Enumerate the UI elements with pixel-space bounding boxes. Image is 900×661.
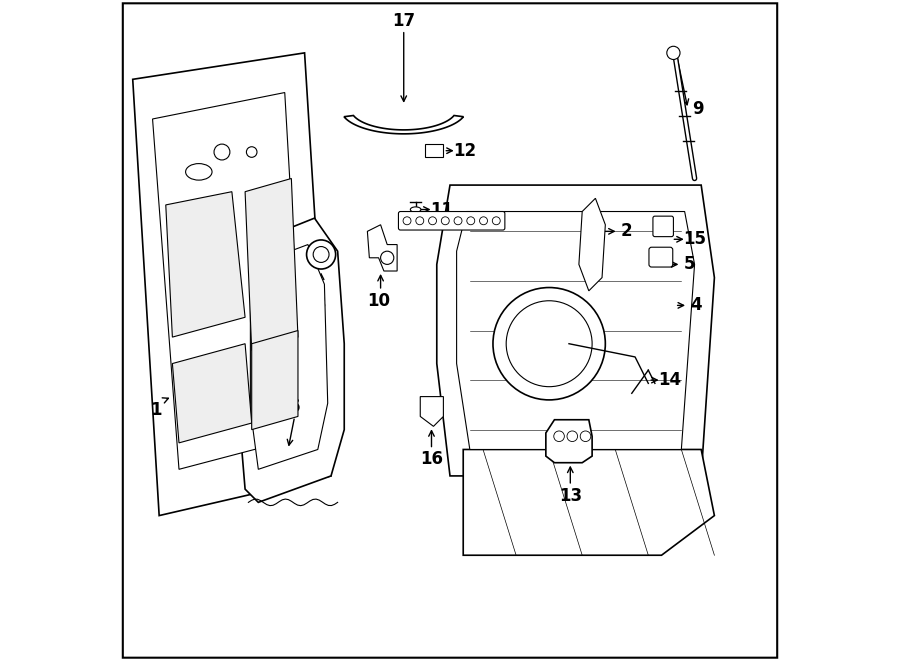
Polygon shape: [425, 144, 444, 157]
Polygon shape: [250, 245, 328, 469]
Circle shape: [493, 288, 606, 400]
Polygon shape: [367, 225, 397, 271]
Circle shape: [567, 431, 578, 442]
Circle shape: [667, 46, 680, 59]
Polygon shape: [579, 198, 606, 291]
Ellipse shape: [410, 207, 421, 212]
Text: 3: 3: [315, 295, 327, 313]
FancyBboxPatch shape: [652, 216, 673, 237]
FancyBboxPatch shape: [399, 212, 505, 230]
Text: 16: 16: [420, 450, 443, 469]
Polygon shape: [265, 317, 318, 344]
Circle shape: [580, 431, 590, 442]
Circle shape: [416, 217, 424, 225]
Text: 6: 6: [289, 397, 301, 416]
Circle shape: [506, 301, 592, 387]
Circle shape: [307, 240, 336, 269]
Polygon shape: [456, 212, 695, 449]
Text: 8: 8: [467, 262, 479, 280]
Polygon shape: [173, 344, 252, 443]
Circle shape: [467, 217, 474, 225]
Ellipse shape: [185, 164, 212, 180]
Text: 9: 9: [692, 100, 704, 118]
Circle shape: [313, 247, 329, 262]
Text: 4: 4: [690, 296, 702, 315]
Polygon shape: [238, 218, 344, 502]
Circle shape: [480, 217, 488, 225]
Polygon shape: [464, 449, 715, 555]
Text: 5: 5: [683, 255, 695, 274]
Circle shape: [428, 217, 436, 225]
Polygon shape: [132, 53, 331, 516]
Polygon shape: [545, 420, 592, 463]
Polygon shape: [166, 192, 245, 337]
Circle shape: [247, 147, 257, 157]
Polygon shape: [265, 397, 318, 423]
Circle shape: [492, 217, 500, 225]
Circle shape: [403, 217, 411, 225]
Circle shape: [454, 217, 462, 225]
Polygon shape: [252, 330, 298, 430]
Text: 10: 10: [367, 292, 390, 310]
Text: 7: 7: [212, 412, 223, 431]
Polygon shape: [420, 397, 444, 426]
Polygon shape: [344, 116, 464, 134]
Polygon shape: [265, 357, 318, 383]
Text: 11: 11: [430, 200, 453, 219]
Text: 12: 12: [453, 141, 476, 160]
Text: 15: 15: [683, 230, 706, 249]
Circle shape: [214, 144, 230, 160]
Circle shape: [554, 431, 564, 442]
Text: 13: 13: [559, 486, 582, 505]
Polygon shape: [245, 178, 298, 350]
Text: 14: 14: [659, 371, 681, 389]
FancyBboxPatch shape: [649, 247, 673, 267]
Polygon shape: [436, 185, 715, 476]
Circle shape: [381, 251, 394, 264]
Text: 2: 2: [621, 222, 633, 241]
Text: 1: 1: [150, 401, 162, 419]
Polygon shape: [153, 93, 304, 469]
Text: 17: 17: [392, 12, 415, 30]
Circle shape: [441, 217, 449, 225]
